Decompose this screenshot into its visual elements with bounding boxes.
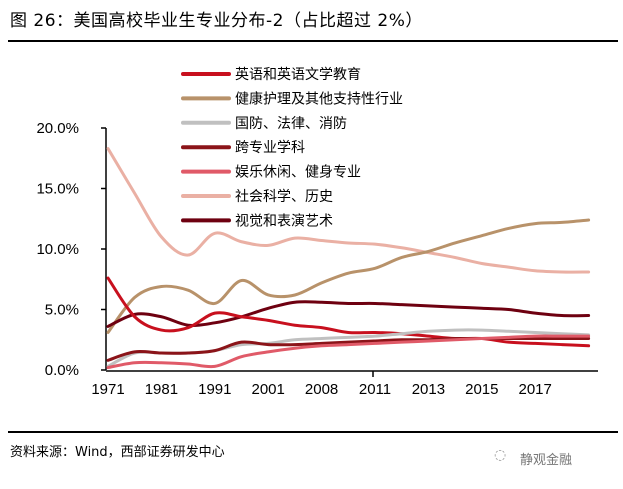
- legend-label: 英语和英语文学教育: [235, 66, 361, 83]
- legend-label: 娱乐休闲、健身专业: [235, 165, 361, 181]
- x-tick-label: 2008: [305, 381, 338, 398]
- y-tick-label: 5.0%: [45, 302, 79, 319]
- legend-label: 跨专业学科: [235, 140, 305, 156]
- legend-label: 视觉和表演艺术: [235, 213, 333, 229]
- legend-label: 国防、法律、消防: [235, 116, 347, 132]
- source-note: 资料来源：Wind，西部证券研发中心: [10, 445, 225, 460]
- source-rule: [8, 431, 618, 433]
- figure-title: 图 26：美国高校毕业生专业分布-2（占比超过 2%）: [10, 11, 423, 31]
- x-tick-label: 2013: [412, 381, 445, 398]
- wechat-icon: ◌: [494, 447, 507, 463]
- series-line-5: [106, 147, 591, 274]
- y-tick-label: 10.0%: [36, 241, 79, 258]
- x-tick-label: 2017: [519, 381, 552, 398]
- series-line-1: [106, 218, 591, 334]
- y-tick-label: 15.0%: [36, 181, 79, 198]
- title-rule: [8, 40, 618, 42]
- line-chart: 0.0% 5.0% 10.0% 15.0% 20.0% 1971 1981 1991 2001 2…: [36, 66, 598, 398]
- series-line-6: [106, 300, 591, 328]
- x-tick-label: 1991: [198, 381, 231, 398]
- x-tick-label: 2001: [252, 381, 285, 398]
- series-line-0: [106, 276, 591, 348]
- y-tick-label: 0.0%: [45, 362, 79, 379]
- legend-label: 社会科学、历史: [235, 189, 333, 205]
- x-tick-label: 2015: [465, 381, 498, 398]
- watermark: 静观金融: [520, 453, 573, 468]
- legend-label: 健康护理及其他支持性行业: [235, 90, 403, 107]
- x-tick-label: 2011: [359, 381, 391, 398]
- x-tick-label: 1971: [91, 381, 124, 398]
- y-tick-label: 20.0%: [36, 120, 79, 137]
- series-line-2: [106, 328, 591, 368]
- x-tick-label: 1981: [145, 381, 178, 398]
- series-line-4: [106, 334, 591, 370]
